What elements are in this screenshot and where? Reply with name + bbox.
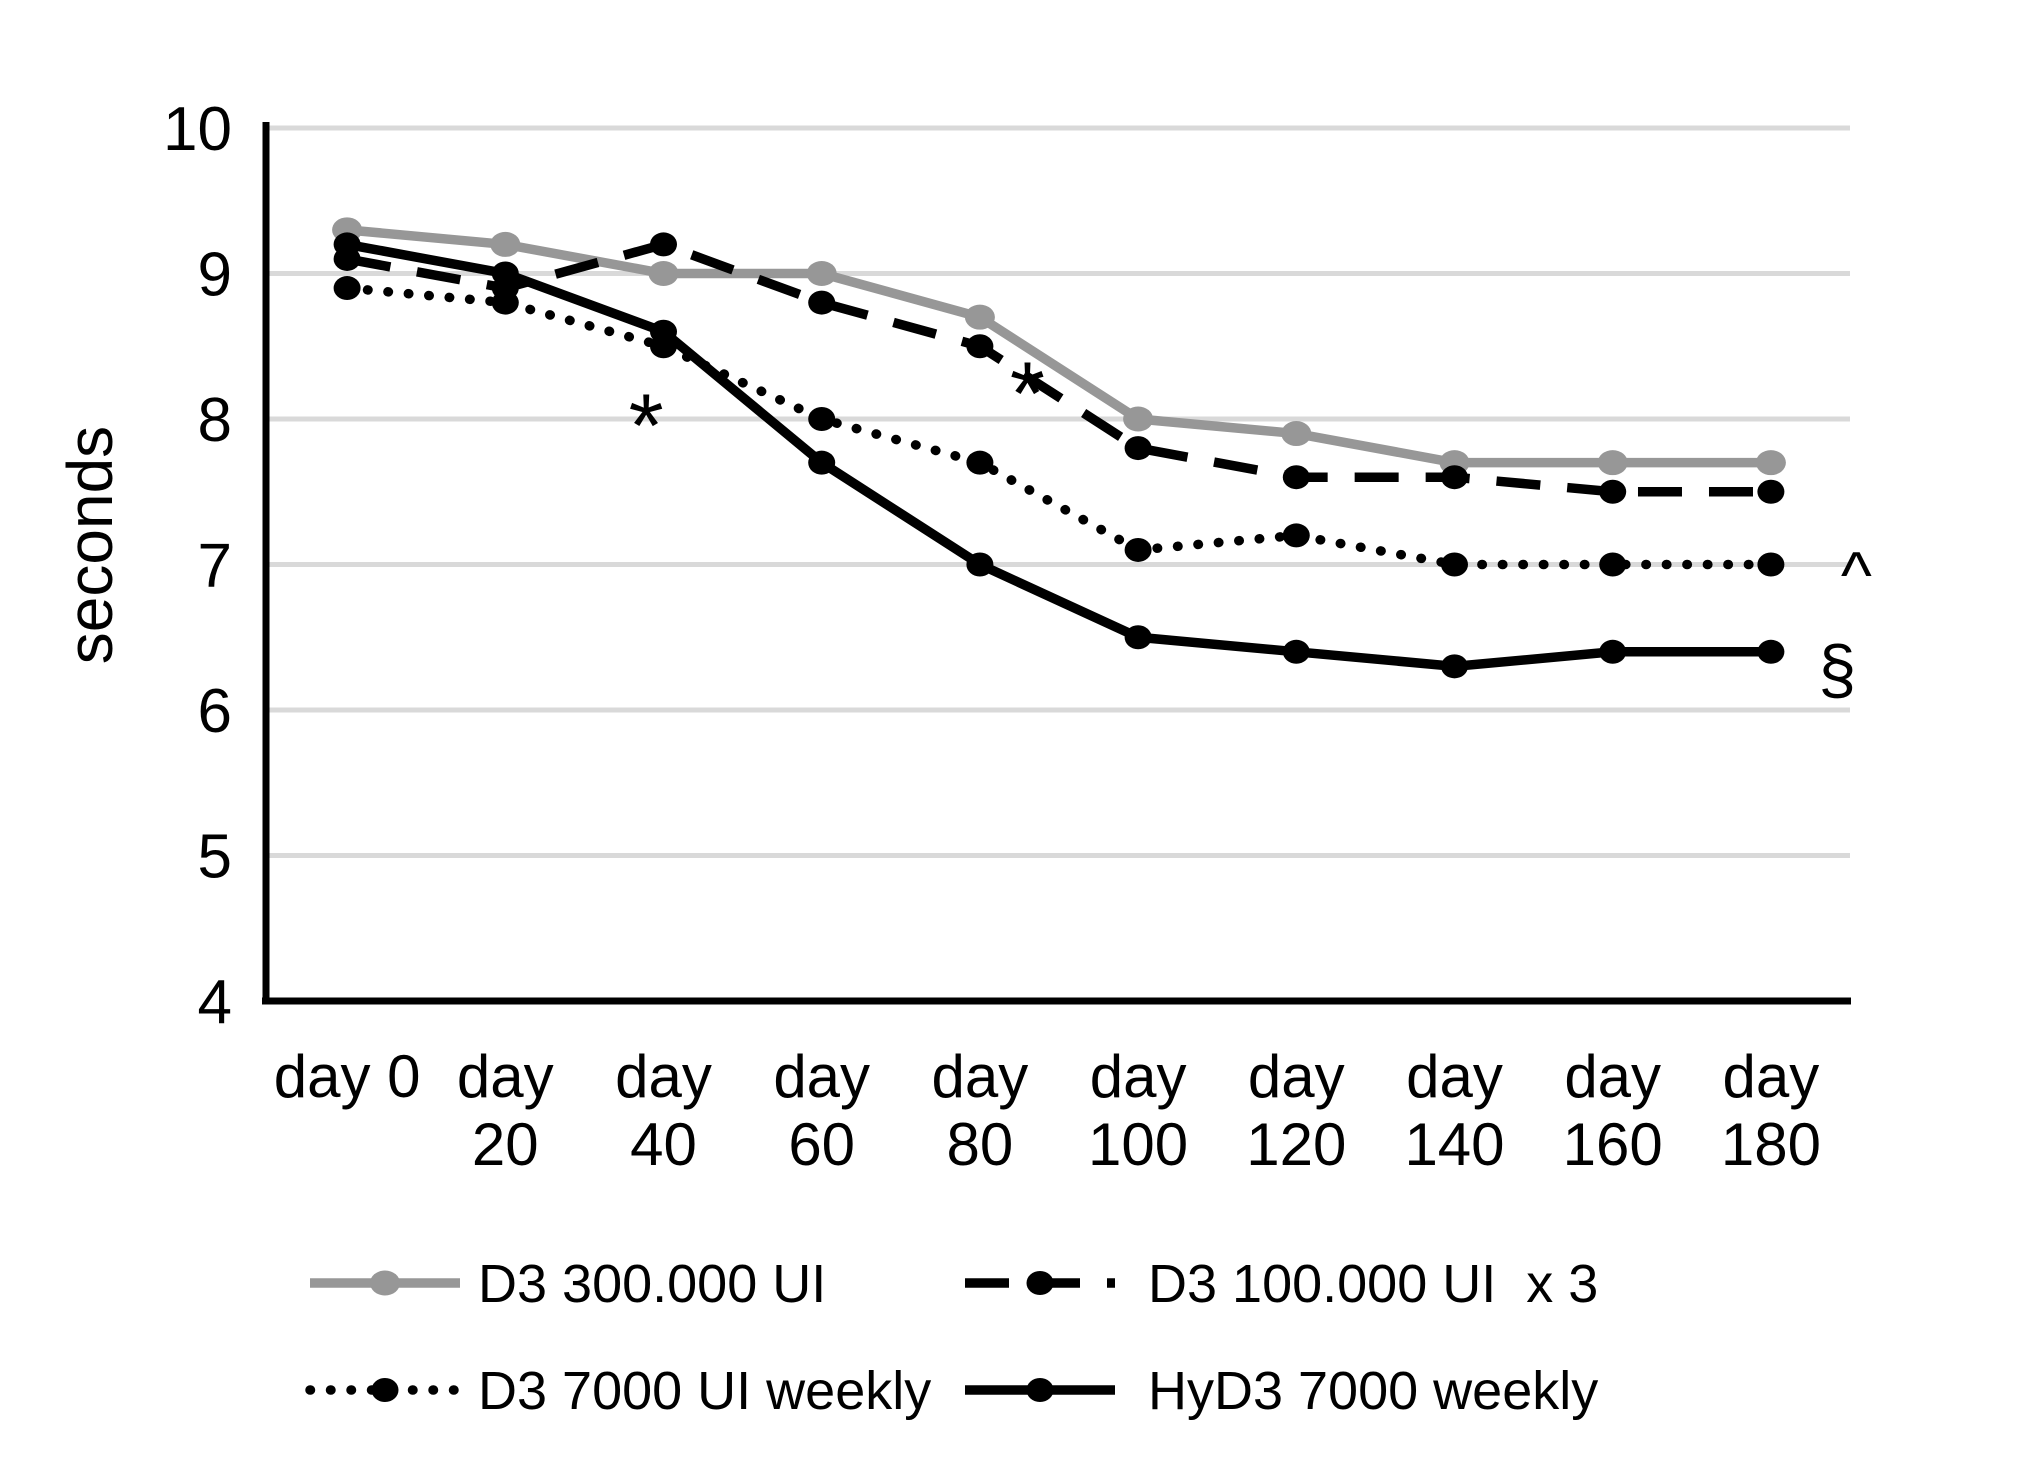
data-point-marker bbox=[1124, 537, 1152, 562]
data-point-marker bbox=[966, 334, 994, 359]
data-point-marker bbox=[650, 319, 677, 344]
x-tick-label: 40 bbox=[630, 1111, 697, 1178]
x-tick-label: 60 bbox=[788, 1111, 855, 1178]
legend-label: D3 100.000 UI x 3 bbox=[1148, 1254, 1598, 1314]
legend-label: D3 300.000 UI bbox=[478, 1254, 826, 1314]
x-tick-label: day bbox=[1564, 1043, 1661, 1110]
y-tick-label: 10 bbox=[163, 95, 232, 164]
data-point-marker bbox=[808, 290, 836, 315]
data-point-marker bbox=[1757, 479, 1785, 504]
legend-label: D3 7000 UI weekly bbox=[478, 1361, 931, 1421]
y-tick-label: 6 bbox=[198, 677, 232, 746]
annotation-section-sign: § bbox=[1818, 631, 1856, 707]
data-point-marker bbox=[491, 290, 519, 315]
x-tick-label: 20 bbox=[472, 1111, 539, 1178]
series-line-1 bbox=[346, 225, 1771, 468]
series-line-3 bbox=[342, 283, 1776, 570]
data-point-marker bbox=[1282, 639, 1310, 664]
legend-marker bbox=[1026, 1271, 1054, 1295]
data-point-marker bbox=[1597, 450, 1628, 476]
x-tick-label: day bbox=[615, 1043, 712, 1110]
data-point-marker bbox=[333, 276, 361, 301]
data-point-marker bbox=[1755, 450, 1786, 476]
x-tick-label: day bbox=[773, 1043, 870, 1110]
legend-marker bbox=[371, 1378, 399, 1402]
data-point-marker bbox=[1124, 436, 1152, 461]
data-point-marker bbox=[650, 232, 677, 257]
data-point-marker bbox=[1757, 639, 1785, 664]
data-point-marker bbox=[490, 231, 521, 257]
data-point-marker bbox=[966, 450, 994, 475]
data-point-marker bbox=[333, 232, 361, 257]
x-tick-label: day bbox=[932, 1043, 1029, 1110]
x-tick-label: day bbox=[1723, 1043, 1820, 1110]
data-point-marker bbox=[1123, 406, 1154, 432]
data-point-marker bbox=[1441, 654, 1468, 679]
legend-label: HyD3 7000 weekly bbox=[1148, 1361, 1598, 1421]
y-tick-label: 4 bbox=[198, 968, 232, 1037]
x-tick-label: day bbox=[1090, 1043, 1187, 1110]
annotation-caret: ^ bbox=[1841, 538, 1872, 612]
x-tick-label: 100 bbox=[1088, 1111, 1188, 1178]
series-line-4 bbox=[346, 239, 1771, 672]
data-point-marker bbox=[648, 261, 679, 286]
data-point-marker bbox=[964, 304, 995, 330]
data-point-marker bbox=[1124, 625, 1152, 650]
x-tick-label: 80 bbox=[947, 1111, 1014, 1178]
x-tick-label: day 0 bbox=[274, 1043, 421, 1110]
data-point-marker bbox=[1599, 479, 1627, 504]
data-point-marker bbox=[1281, 421, 1312, 447]
x-tick-label: 160 bbox=[1563, 1111, 1663, 1178]
y-tick-label: 5 bbox=[198, 823, 232, 892]
data-point-marker bbox=[1599, 552, 1627, 577]
series-line-2 bbox=[346, 239, 1771, 497]
data-point-marker bbox=[806, 261, 837, 286]
x-tick-label: 140 bbox=[1404, 1111, 1504, 1178]
data-point-marker bbox=[1282, 465, 1310, 490]
x-tick-label: day bbox=[457, 1043, 554, 1110]
data-point-marker bbox=[966, 552, 994, 577]
data-point-marker bbox=[1599, 639, 1627, 664]
legend-marker bbox=[1026, 1378, 1054, 1402]
data-point-marker bbox=[808, 407, 836, 431]
data-point-marker bbox=[1441, 552, 1468, 577]
y-tick-label: 9 bbox=[198, 241, 232, 310]
data-point-marker bbox=[1282, 523, 1310, 548]
legend-marker bbox=[370, 1270, 400, 1296]
x-tick-label: day bbox=[1248, 1043, 1345, 1110]
y-axis-title: seconds bbox=[54, 426, 126, 664]
x-tick-label: day bbox=[1406, 1043, 1503, 1110]
x-tick-label: 120 bbox=[1246, 1111, 1346, 1178]
data-point-marker bbox=[491, 261, 519, 286]
y-tick-label: 8 bbox=[198, 386, 232, 455]
y-tick-label: 7 bbox=[198, 532, 232, 601]
data-point-marker bbox=[1441, 465, 1468, 490]
data-point-marker bbox=[808, 450, 836, 475]
data-point-marker bbox=[1757, 552, 1785, 577]
x-tick-label: 180 bbox=[1721, 1111, 1821, 1178]
annotation-asterisk: * bbox=[1010, 344, 1045, 444]
annotation-asterisk: * bbox=[629, 376, 664, 476]
